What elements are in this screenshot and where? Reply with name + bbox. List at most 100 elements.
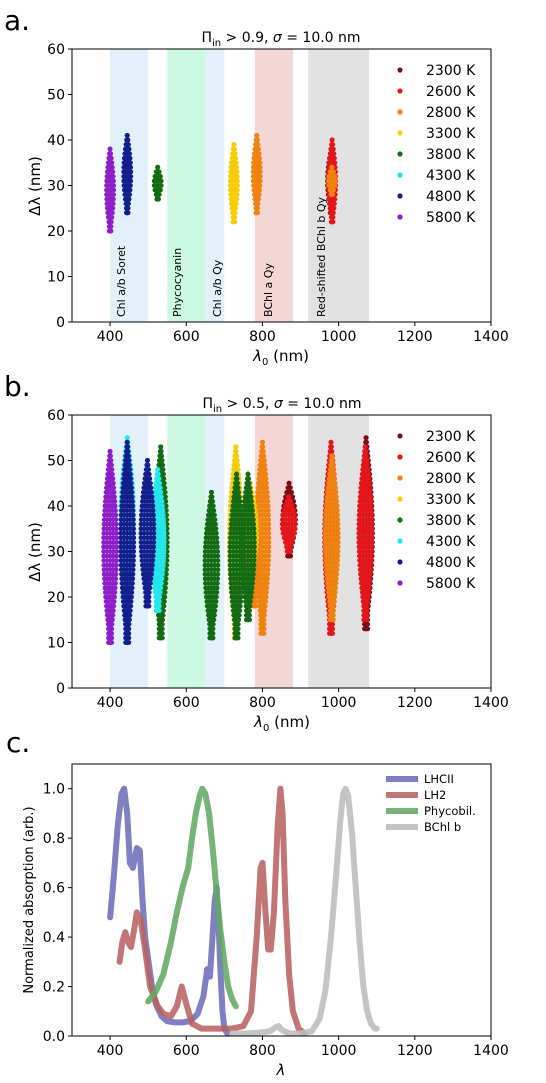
point	[151, 544, 157, 550]
point	[369, 544, 375, 550]
point	[264, 590, 269, 595]
point	[286, 494, 292, 500]
point	[253, 599, 259, 604]
point	[210, 626, 216, 632]
point	[263, 594, 269, 600]
panel-a-bands: Chl a/b Soret Phycocyanin Chl a/b Qy BChl a…	[110, 49, 370, 322]
point	[162, 594, 168, 600]
point	[109, 621, 115, 627]
point	[159, 626, 165, 632]
point	[266, 535, 272, 541]
point	[253, 594, 259, 600]
point	[128, 476, 134, 482]
point	[158, 178, 164, 184]
point	[330, 617, 336, 623]
point	[368, 553, 374, 559]
y-tick-label: 30	[47, 179, 65, 195]
panel-c-ylabel: Normalized absorption (arb.)	[22, 806, 37, 993]
point	[233, 205, 239, 211]
x-tick-label: 1400	[473, 695, 509, 711]
point	[113, 576, 119, 582]
point	[234, 164, 240, 170]
point	[291, 512, 297, 518]
point	[264, 489, 270, 495]
point	[248, 599, 253, 604]
point	[113, 508, 118, 513]
legend-label: 2600 K	[426, 84, 476, 100]
point	[290, 535, 296, 541]
legend-label: 3800 K	[426, 147, 476, 163]
point	[262, 603, 268, 609]
point	[363, 453, 369, 459]
point	[214, 535, 220, 541]
point	[367, 571, 373, 577]
point	[126, 631, 132, 636]
point	[262, 467, 268, 472]
point	[214, 530, 219, 536]
point	[261, 453, 267, 459]
point	[246, 476, 252, 482]
point	[211, 617, 217, 623]
point	[124, 133, 130, 138]
point	[232, 210, 238, 216]
point	[113, 567, 119, 573]
point	[255, 142, 261, 147]
point	[250, 508, 255, 513]
point	[255, 201, 261, 207]
point	[289, 540, 295, 545]
point	[234, 471, 239, 477]
point	[234, 476, 240, 482]
point	[214, 594, 219, 600]
point	[332, 164, 338, 170]
point	[366, 480, 372, 486]
point	[251, 526, 257, 532]
point	[248, 494, 254, 500]
point	[288, 499, 293, 504]
point	[369, 512, 374, 518]
panel-c-lines	[107, 785, 380, 1037]
point	[127, 612, 133, 618]
point	[367, 489, 373, 495]
point	[330, 621, 336, 627]
point	[160, 571, 165, 577]
point	[155, 467, 161, 472]
point	[130, 571, 136, 577]
point	[331, 169, 336, 175]
panel-b-title: Πin > 0.5, σ = 10.0 nm	[202, 396, 361, 415]
point	[161, 544, 167, 550]
point	[251, 530, 257, 536]
point	[145, 462, 151, 468]
legend-label: 2600 K	[426, 450, 476, 466]
legend-label: 5800 K	[426, 210, 476, 226]
point	[266, 544, 272, 550]
point	[257, 160, 263, 166]
point	[130, 503, 136, 509]
point	[164, 553, 170, 559]
point	[157, 485, 163, 491]
point	[156, 599, 162, 604]
point	[333, 585, 338, 591]
point	[364, 603, 370, 609]
point	[248, 594, 254, 600]
point	[130, 499, 135, 504]
x-tick-label: 600	[173, 329, 200, 345]
point	[108, 151, 114, 157]
legend-marker	[397, 214, 403, 220]
point	[245, 471, 251, 477]
point	[160, 462, 166, 468]
point	[163, 571, 169, 577]
band-label: Chl a/b Soret	[115, 245, 128, 317]
point	[108, 453, 113, 459]
point	[330, 219, 336, 225]
point	[161, 540, 167, 545]
point	[109, 640, 115, 645]
point	[291, 499, 297, 504]
point	[235, 626, 241, 632]
point	[163, 585, 168, 591]
point	[363, 449, 369, 454]
point	[210, 499, 216, 504]
point	[164, 558, 170, 563]
point	[247, 485, 253, 491]
y-tick-label: 0	[56, 681, 65, 697]
point	[157, 594, 163, 600]
